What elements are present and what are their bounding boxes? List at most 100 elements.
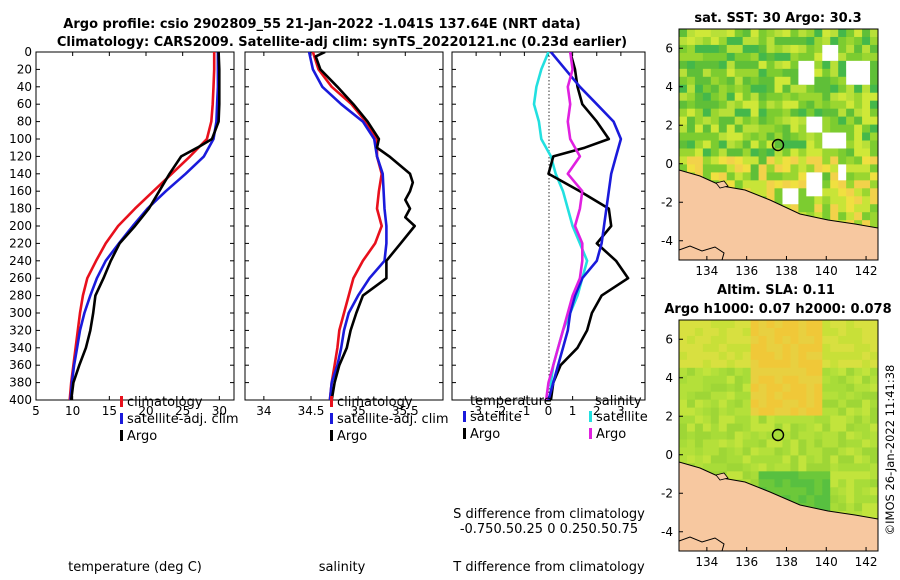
map-cell (838, 204, 847, 213)
map-cell (702, 375, 712, 385)
map-cell (766, 463, 775, 472)
map-cell (694, 92, 704, 102)
map-cell (686, 431, 696, 440)
map-cell (766, 84, 775, 94)
map-cell (694, 52, 704, 62)
map-cell (766, 407, 775, 416)
map-cell (679, 140, 688, 149)
map-cell (758, 44, 767, 54)
map-cell (814, 140, 823, 149)
map-cell (758, 423, 767, 432)
map-cell (758, 463, 767, 472)
map-cell (814, 479, 823, 488)
salinity-legend: climatology satellite-adj. clim Argo (330, 395, 449, 444)
map-cell (870, 471, 878, 480)
map-cell (702, 124, 712, 133)
map-cell (806, 196, 815, 205)
map-cell (726, 455, 736, 464)
map-cell (694, 29, 704, 38)
map-cell (862, 116, 871, 125)
map-cell (766, 391, 775, 401)
map-cell (782, 391, 791, 401)
map-cell (822, 164, 831, 173)
map-cell (710, 148, 720, 157)
map-cell (846, 343, 855, 353)
map-cell (750, 52, 759, 62)
map-cell (798, 407, 807, 416)
map-cell (758, 164, 767, 173)
map-cell (750, 375, 759, 385)
map-cell (846, 375, 855, 385)
map-cell (742, 108, 752, 118)
map-cell (782, 335, 791, 345)
map-cell (726, 84, 736, 94)
map-cell (710, 463, 720, 472)
map-cell (734, 351, 744, 361)
map-cell (798, 327, 807, 337)
map-cell (710, 383, 720, 393)
map-cell (686, 455, 696, 464)
map-cell (814, 503, 823, 512)
map-cell (846, 431, 855, 440)
map-cell (726, 92, 736, 102)
map-y-tick-label: 0 (665, 448, 673, 462)
map-cell (854, 503, 863, 512)
map-cell (718, 320, 728, 329)
map-cell (798, 471, 807, 480)
y-tick-label: 220 (9, 236, 32, 250)
map-cell (822, 327, 831, 337)
map-x-tick-label: 140 (815, 555, 838, 569)
map-cell (750, 479, 759, 488)
map-cell (830, 431, 839, 440)
map-cell (726, 68, 736, 78)
map-cell (782, 76, 791, 86)
map-cell (710, 76, 720, 86)
map-cell (854, 212, 863, 221)
map-cell (830, 351, 839, 361)
map-cell (694, 132, 704, 141)
map-cell (798, 188, 807, 197)
map-cell (846, 471, 855, 480)
map-cell (766, 180, 775, 189)
map-cell (822, 84, 831, 94)
map-cell (766, 60, 775, 70)
map-cell (750, 367, 759, 377)
map-cell (679, 415, 688, 424)
map-cell (838, 431, 847, 440)
map-cell (774, 156, 783, 165)
map-cell (742, 132, 752, 141)
map-cell (846, 503, 855, 512)
map-cell (806, 29, 815, 38)
map-cell (822, 204, 831, 213)
temperature-xlabel: temperature (deg C) (68, 560, 202, 575)
missing-data-cell (846, 60, 871, 85)
map-cell (830, 36, 839, 46)
map-cell (734, 84, 744, 94)
map-cell (870, 76, 878, 86)
map-cell (870, 196, 878, 205)
map-cell (854, 439, 863, 448)
map-cell (798, 36, 807, 46)
map-cell (870, 92, 878, 102)
map-cell (870, 351, 878, 361)
map-cell (734, 471, 744, 480)
map-cell (726, 375, 736, 385)
map-cell (838, 52, 847, 62)
map-cell (790, 399, 799, 409)
map-cell (702, 172, 712, 181)
map-cell (790, 100, 799, 110)
map-cell (710, 124, 720, 133)
difference-panel: -3 -2 -1 0 1 2 3 T difference from climatology… (451, 51, 648, 575)
map-cell (774, 44, 783, 54)
map-cell (734, 320, 744, 329)
map-cell (782, 92, 791, 102)
map-cell (750, 343, 759, 353)
map-cell (830, 383, 839, 393)
map-cell (806, 415, 815, 424)
map-cell (806, 84, 815, 94)
map-cell (830, 204, 839, 213)
salinity-lines (307, 52, 417, 400)
map-cell (742, 391, 752, 401)
map-cell (718, 44, 728, 54)
